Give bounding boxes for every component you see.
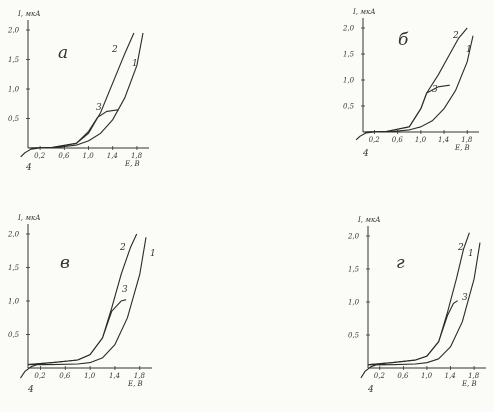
y-tick-label: 1,0	[8, 298, 20, 306]
x-tick-label: 0,6	[392, 136, 404, 144]
x-tick-label: 1,8	[131, 152, 143, 160]
x-tick-label: 1,8	[461, 136, 473, 144]
curve-label-1: 1	[466, 45, 472, 55]
panel-letter: в	[60, 253, 70, 273]
panel-3: I, мкА E, B 0,5 1,0 1,5 2,0 0,2 0,6 1,0 1,4 1,8 1 2 3…	[7, 214, 156, 395]
y-tick-label: 1,5	[8, 56, 20, 64]
curve-4	[360, 364, 386, 379]
y-tick-label: 0,5	[8, 115, 20, 123]
x-tick-label: 1,4	[438, 136, 449, 144]
curve-label-3: 3	[462, 293, 468, 303]
curve-1	[368, 242, 481, 366]
y-tick-label: 1,5	[343, 51, 355, 59]
x-tick-label: 1,8	[134, 372, 146, 380]
panel-4: I, мкА E, B 0,5 1,0 1,5 2,0 0,2 0,6 1,0 1,4 1,8 12 3…	[347, 216, 486, 395]
curve-1	[28, 237, 147, 366]
y-tick-label: 0,5	[348, 332, 360, 340]
curve-label-3: 3	[432, 85, 438, 95]
x-tick-label: 0,6	[58, 152, 70, 160]
y-tick-label: 1,0	[8, 86, 20, 94]
x-tick-label: 1,0	[421, 372, 433, 380]
curve-label-1: 1	[468, 249, 474, 259]
curve-label-2: 2	[111, 45, 118, 55]
curve-4	[20, 147, 53, 158]
curve-4	[20, 364, 47, 379]
y-tick-label: 0,5	[343, 103, 355, 111]
x-tick-label: 1,0	[84, 372, 96, 380]
y-tick-label: 1,0	[343, 77, 355, 85]
y-tick-label: 0,5	[8, 331, 20, 339]
y-axis-label: I, мкА	[17, 214, 41, 222]
curve-3	[27, 109, 119, 149]
x-tick-label: 0,2	[34, 372, 46, 380]
curve-4	[355, 131, 387, 141]
curve-1	[363, 35, 474, 133]
curve-label-4: 4	[25, 163, 32, 173]
curve-label-2: 2	[452, 31, 459, 41]
y-tick-label: 2,0	[7, 231, 20, 239]
panel-letter: б	[398, 30, 409, 50]
y-tick-label: 2,0	[342, 25, 355, 33]
curve-label-3: 3	[96, 103, 102, 113]
curve-label-4: 4	[367, 385, 374, 395]
x-tick-label: 0,6	[397, 372, 409, 380]
curve-2	[362, 27, 468, 133]
y-tick-label: 1,5	[8, 264, 20, 272]
x-tick-label: 0,2	[34, 152, 46, 160]
x-tick-label: 1,8	[468, 372, 480, 380]
x-axis-label: E, B	[127, 380, 143, 388]
curve-label-4: 4	[362, 149, 369, 159]
y-tick-label: 1,0	[348, 299, 360, 307]
curve-label-3: 3	[122, 285, 128, 295]
y-tick-label: 2,0	[7, 27, 20, 35]
y-axis-label: I, мкА	[357, 216, 381, 224]
x-axis-label: E, B	[454, 144, 470, 152]
curve-label-1: 1	[132, 59, 138, 69]
x-axis-label: E, B	[124, 160, 140, 168]
x-tick-label: 1,4	[107, 152, 118, 160]
x-tick-label: 0,2	[369, 136, 381, 144]
x-tick-label: 0,6	[59, 372, 71, 380]
x-axis-label: E, B	[461, 380, 477, 388]
curve-label-4: 4	[27, 385, 34, 395]
panel-1: I, мкА E, B 0,5 1,0 1,5 2,0 0,2 0,6 1,0 1,4 1,8 1 2 3…	[7, 10, 149, 173]
curve-label-2: 2	[457, 243, 464, 253]
curve-2	[367, 232, 470, 366]
y-axis-label: I, мкА	[352, 8, 376, 16]
curve-3	[367, 300, 458, 366]
x-tick-label: 1,0	[83, 152, 95, 160]
curve-3	[27, 299, 127, 366]
x-tick-label: 1,4	[109, 372, 120, 380]
curve-2	[27, 233, 138, 366]
y-tick-label: 1,5	[348, 266, 360, 274]
x-tick-label: 1,0	[415, 136, 427, 144]
y-tick-label: 2,0	[347, 233, 360, 241]
x-tick-label: 1,4	[445, 372, 456, 380]
curve-label-2: 2	[119, 243, 126, 253]
panel-2: I, мкА E, B 0,5 1,0 1,5 2,0 0,2 0,6 1,0 1,4 1,8 12 3…	[342, 8, 479, 159]
y-axis-label: I, мкА	[17, 10, 41, 18]
curve-2	[27, 32, 135, 149]
curve-1	[28, 32, 144, 149]
x-tick-label: 0,2	[374, 372, 386, 380]
curve-label-1: 1	[150, 249, 156, 259]
panel-letter: а	[58, 43, 68, 63]
panel-letter: г	[396, 253, 405, 273]
